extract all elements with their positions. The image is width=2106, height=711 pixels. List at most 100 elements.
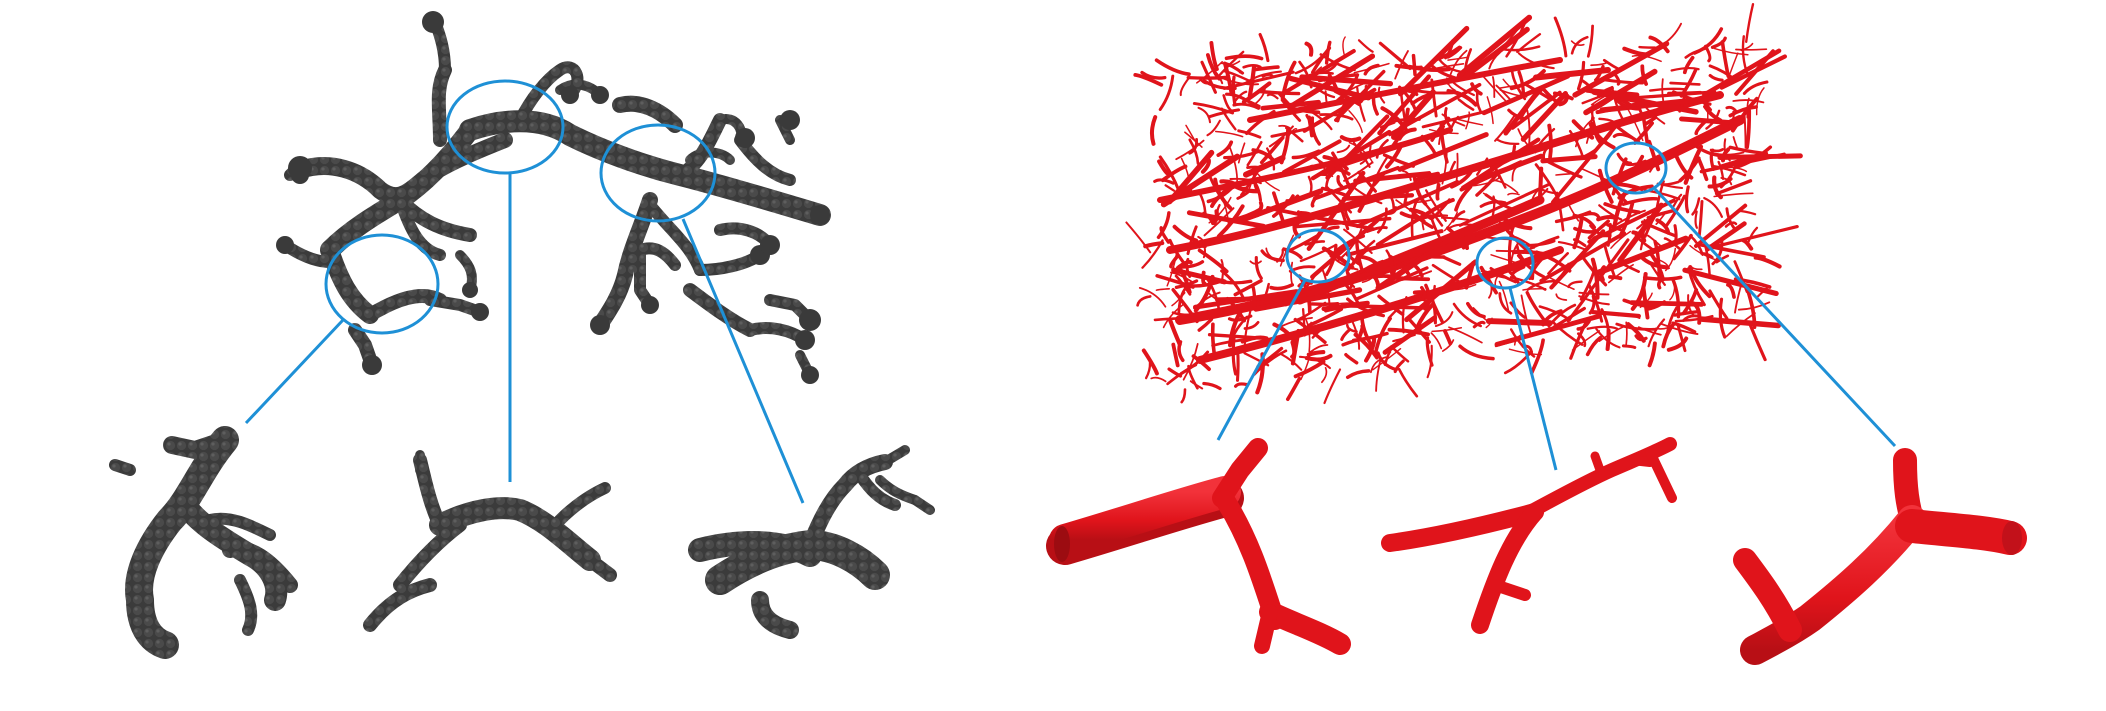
vessel-branch [1220, 76, 1260, 86]
vessel-branch [1457, 118, 1484, 126]
vessel-branch [1596, 214, 1618, 222]
vessel-branch [1636, 218, 1649, 230]
cloud-crop-strand [880, 445, 910, 467]
vessel-branch [1182, 343, 1199, 381]
vessel-branch [1228, 144, 1239, 185]
vessel-branch [1306, 307, 1344, 328]
vessel-branch [1223, 61, 1234, 95]
vessel-branch [1293, 359, 1326, 379]
vessel-branch [1567, 201, 1580, 222]
callout-lines-left [244, 174, 805, 504]
vessel-branch [1435, 182, 1441, 201]
callout-circle-left-1 [324, 233, 440, 335]
vessel-branch [1475, 174, 1498, 197]
vessel-branch [1490, 254, 1516, 264]
vessel-branch [1289, 53, 1376, 109]
vessel-branch [1429, 214, 1443, 243]
vessel-branch [1517, 128, 1537, 154]
vessel-branch [1345, 229, 1444, 257]
vessel-branch [1549, 277, 1575, 290]
vessel-branch [1304, 41, 1314, 57]
cloud-endpoint [590, 315, 610, 335]
vessel-branch [1598, 326, 1624, 343]
cloud-crop-strand [554, 482, 611, 526]
vessel-branch [1201, 270, 1207, 286]
callout-circle-right-2 [1475, 236, 1535, 290]
vessel-branch [1278, 124, 1292, 130]
vessel-branch [1259, 135, 1285, 165]
point-cloud-panel [109, 11, 935, 659]
vessel-branch [1243, 155, 1286, 178]
cloud-crop-strand [125, 426, 239, 659]
callout-line-left-1 [244, 318, 345, 425]
vessel-branch [1684, 47, 1707, 59]
vessel-branch [1342, 36, 1346, 57]
vessel-branch [1375, 139, 1389, 159]
vessel-branch [1179, 77, 1190, 97]
cloud-endpoint [471, 303, 489, 321]
vessel-branch [1719, 151, 1769, 170]
vessel-branch [1495, 138, 1520, 145]
vessel-branch [1448, 326, 1483, 344]
vessel-branch [1397, 132, 1489, 172]
vessel-branch [1649, 262, 1666, 286]
vessel-branch [1449, 168, 1474, 189]
cloud-crop-strand [393, 518, 467, 592]
cloud-crop-strand [222, 541, 298, 593]
callout-circle-right-1 [1285, 228, 1351, 284]
vessel-branch [1507, 192, 1520, 196]
vessel-branch [1220, 107, 1237, 131]
vessel-branch [1665, 306, 1679, 337]
vessel-branch [1745, 108, 1752, 150]
vessel-branch [1630, 272, 1648, 311]
cloud-strand [394, 194, 446, 261]
cloud-endpoint [591, 86, 609, 104]
vessel-branch [1484, 193, 1519, 213]
vessel-branch [1708, 289, 1729, 320]
vessel-branch [1341, 193, 1415, 201]
vessel-branch [1133, 72, 1164, 87]
vessel-branch [1472, 320, 1486, 329]
vessel-branch [1141, 239, 1164, 269]
vessel-branch [1755, 87, 1765, 116]
vessel-branch [1615, 90, 1717, 101]
vessel-branch [1726, 283, 1736, 299]
vessel-branch [1323, 368, 1342, 405]
vessel-branch [1288, 75, 1372, 101]
vessel-branch [1141, 348, 1159, 376]
vessel-branch [1304, 353, 1333, 362]
vessel-branch [1694, 210, 1698, 229]
vessel-branch [1375, 357, 1382, 392]
vessel-branch [1327, 252, 1359, 271]
vessel-branch [1479, 200, 1507, 208]
vessel-branch [1441, 339, 1455, 352]
vessel-branch [1138, 287, 1167, 308]
callout-line-right-2 [1508, 287, 1558, 471]
vessel-branch [1728, 105, 1758, 118]
vessel-branch [1340, 303, 1428, 310]
vessel-branch [1691, 197, 1701, 216]
vessel-branch [1491, 76, 1496, 99]
vessel-branch [1434, 311, 1454, 328]
vessel-branch [1534, 127, 1556, 152]
vessel-branch [1157, 159, 1170, 176]
vessel-branch [1608, 275, 1623, 281]
vessel-branch [1292, 164, 1315, 175]
vessel-branch [1158, 74, 1175, 111]
vessel-branch [1243, 309, 1252, 348]
vessel-branch [1253, 287, 1363, 312]
vessel-branch [1682, 55, 1695, 75]
vessel-branch [1425, 336, 1434, 367]
vessel-branch [1503, 91, 1538, 136]
vessel-branch [1282, 139, 1342, 175]
vessel-branch [1509, 301, 1527, 319]
vessel-branch [1454, 185, 1473, 212]
vessel-branch [1566, 238, 1630, 323]
vessel-branch [1125, 221, 1152, 254]
vessel-branch [1719, 54, 1788, 90]
cloud-endpoint [760, 235, 780, 255]
vessel-branch [1623, 154, 1645, 181]
vessel-branch [1666, 336, 1689, 352]
vessel-branch [1610, 230, 1632, 249]
vessel-branch [1415, 302, 1435, 330]
